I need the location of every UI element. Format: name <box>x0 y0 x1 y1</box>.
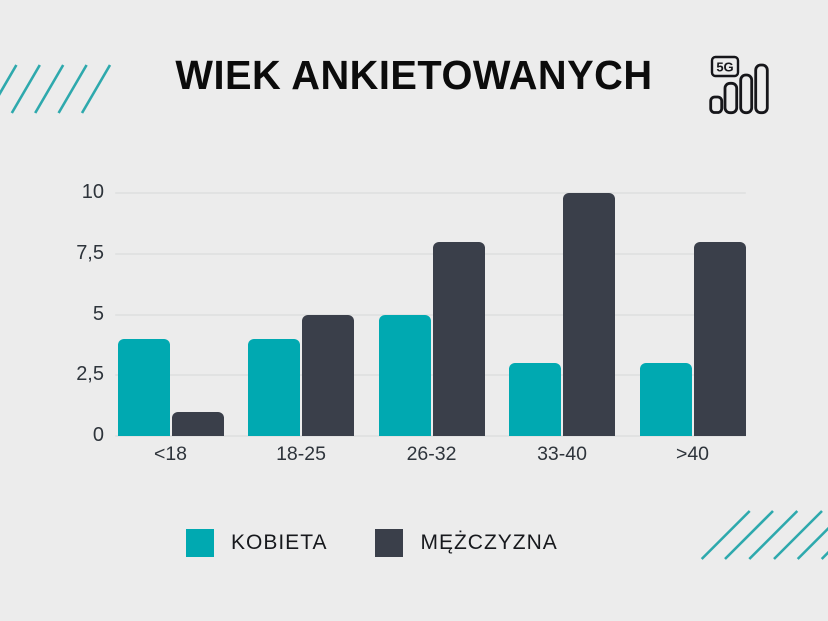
bar-mezczyzna-18-25 <box>302 314 354 436</box>
legend-label-kobieta: KOBIETA <box>231 531 328 554</box>
y-tick-label-7,5: 7,5 <box>76 241 104 264</box>
legend-label-mezczyzna: MĘŻCZYZNA <box>420 531 558 554</box>
signal-bar-1 <box>709 95 724 114</box>
decor-stripes-bottom-right <box>700 510 828 560</box>
x-tick-label->40: >40 <box>675 443 710 465</box>
x-tick-label-26-32: 26-32 <box>406 443 457 465</box>
5g-signal-icon: 5G <box>709 55 769 115</box>
chart-title: WIEK ANKIETOWANYCH <box>175 52 653 98</box>
5g-icon-label: 5G <box>716 60 733 75</box>
gridline-2,5 <box>115 374 746 377</box>
gridline-0 <box>115 435 746 437</box>
bar-kobieta-18-25 <box>248 338 300 436</box>
y-tick-label-2,5: 2,5 <box>76 363 104 386</box>
x-tick-label-18-25: 18-25 <box>276 443 326 465</box>
legend: KOBIETA MĘŻCZYZNA <box>186 529 558 557</box>
signal-bar-3 <box>739 73 754 115</box>
y-tick-label-5: 5 <box>92 302 104 325</box>
bar-kobieta-<18 <box>117 338 170 436</box>
gridline-10 <box>115 192 746 194</box>
gridline-5 <box>115 313 746 316</box>
decor-stripes-top-left <box>0 64 112 114</box>
bar-mezczyzna-33-40 <box>563 193 615 436</box>
bar-mezczyzna->40 <box>693 241 746 436</box>
legend-item-kobieta: KOBIETA <box>186 529 327 557</box>
signal-bar-4 <box>754 63 769 115</box>
legend-swatch-mezczyzna <box>375 529 404 557</box>
y-tick-label-10: 10 <box>81 181 104 203</box>
bar-mezczyzna-<18 <box>171 411 224 436</box>
y-tick-label-0: 0 <box>92 424 104 446</box>
bar-mezczyzna-26-32 <box>432 241 485 436</box>
bar-kobieta-33-40 <box>509 363 561 436</box>
x-tick-label-33-40: 33-40 <box>537 443 587 465</box>
bar-kobieta-26-32 <box>378 314 431 436</box>
legend-item-mezczyzna: MĘŻCZYZNA <box>375 529 557 557</box>
x-tick-label-<18: <18 <box>153 443 188 465</box>
gridline-7,5 <box>115 252 746 255</box>
bar-kobieta->40 <box>639 363 692 436</box>
signal-bar-2 <box>723 81 739 115</box>
legend-swatch-kobieta <box>186 529 214 557</box>
